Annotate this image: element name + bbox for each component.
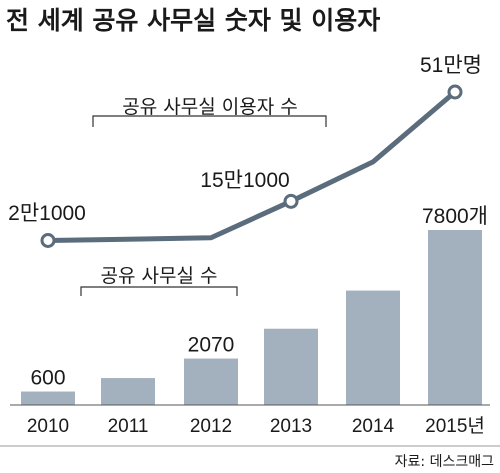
chart-title: 전 세계 공유 사무실 숫자 및 이용자 [6,6,380,35]
x-tick-5: 2015년 [425,415,485,437]
line-point-5 [447,84,463,100]
line-label-5: 51만명 [420,54,482,77]
legend-line-series: 공유 사무실 이용자 수 [92,96,327,127]
x-tick-2: 2012 [190,416,232,437]
bar-1 [101,378,155,405]
line-path [45,89,458,243]
x-tick-3: 2013 [270,416,312,437]
bar-5 [428,230,482,405]
x-tick-1: 2011 [108,416,149,437]
legend-line-bracket [92,115,327,127]
legend-bar-series: 공유 사무실 수 [80,265,238,296]
x-axis: 2010 2011 2012 2013 2014 2015년 [27,415,485,437]
line-point-0 [40,233,56,248]
legend-bar-label: 공유 사무실 수 [101,265,218,287]
line-label-3: 15만1000 [200,169,289,192]
line-series: 2만1000 15만1000 51만명 [8,54,482,248]
bar-label-0: 600 [30,367,65,390]
x-tick-0: 2010 [27,416,69,437]
line-label-0: 2만1000 [8,202,86,225]
bar-label-5: 7800개 [422,205,488,228]
source-note: 자료: 데스크매그 [395,454,494,470]
x-tick-4: 2014 [352,416,395,437]
bar-0 [21,391,75,405]
legend-line-label: 공유 사무실 이용자 수 [122,96,297,118]
bar-2 [184,358,238,405]
bar-4 [346,290,400,405]
bar-series: 600 2070 7800개 [21,205,488,405]
legend-bar-bracket [80,286,238,296]
line-point-3 [283,193,299,209]
bar-label-2: 2070 [188,334,235,357]
bar-3 [264,328,318,405]
